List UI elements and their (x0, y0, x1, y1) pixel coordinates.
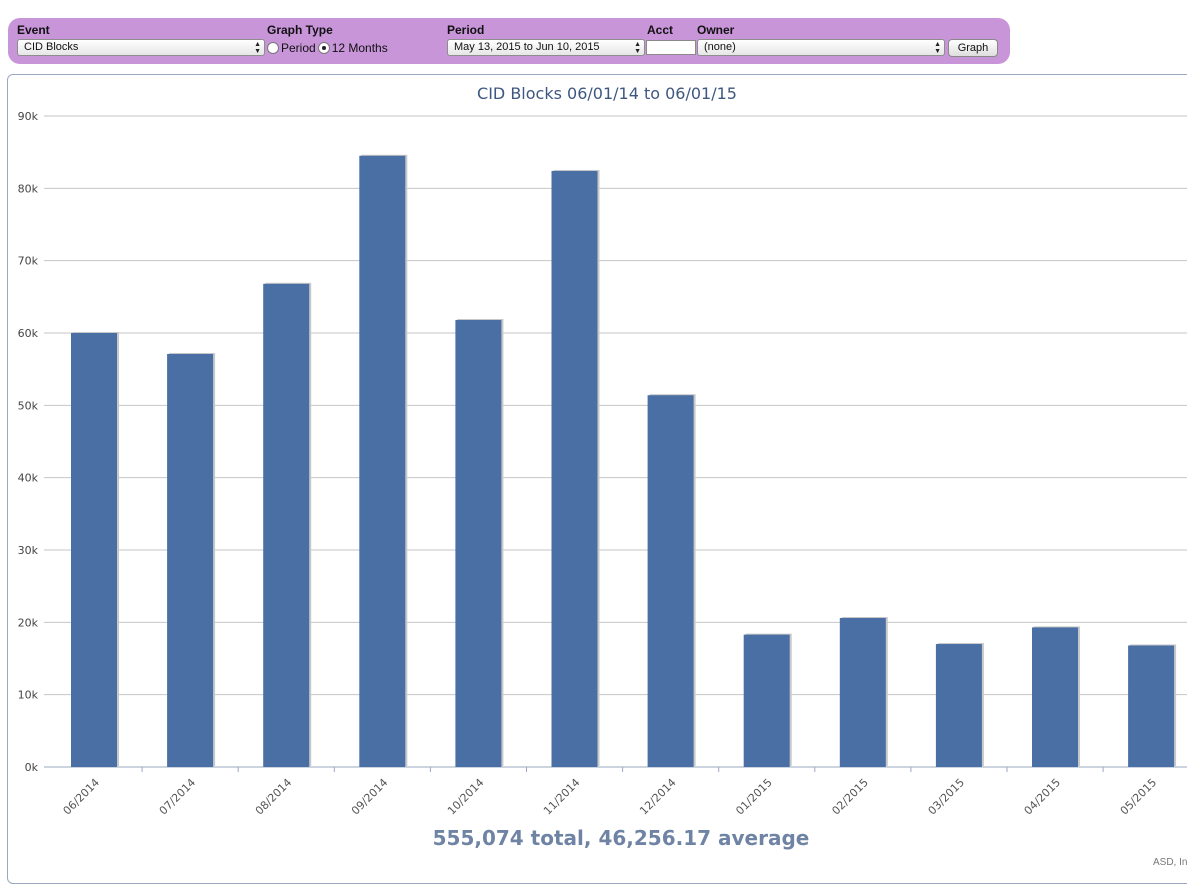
x-tick-label: 10/2014 (445, 776, 487, 818)
y-tick-label: 60k (18, 327, 39, 340)
bar (551, 170, 598, 767)
event-select-value: CID Blocks (24, 41, 79, 53)
bar (935, 644, 982, 767)
bar (647, 395, 694, 767)
y-tick-label: 10k (18, 689, 39, 702)
x-tick-label: 06/2014 (61, 776, 103, 818)
bar (263, 283, 310, 767)
y-tick-label: 80k (18, 182, 39, 195)
period-label: Period (447, 23, 485, 37)
x-tick-label: 07/2014 (157, 776, 199, 818)
x-tick-label: 04/2015 (1022, 776, 1064, 818)
x-tick-label: 09/2014 (349, 776, 391, 818)
bar (1032, 627, 1078, 767)
y-tick-label: 20k (18, 616, 39, 629)
event-select[interactable]: CID Blocks ▲ ▼ (17, 39, 265, 56)
period-select-value: May 13, 2015 to Jun 10, 2015 (454, 41, 600, 53)
bar (839, 617, 886, 767)
select-arrows-icon: ▲ ▼ (254, 40, 261, 55)
owner-select[interactable]: (none) ▲ ▼ (697, 39, 945, 56)
graph-type-label: Graph Type (267, 23, 333, 37)
twelve-months-radio[interactable] (317, 41, 330, 54)
bar (455, 319, 502, 767)
chart-title: CID Blocks 06/01/14 to 06/01/15 (477, 84, 737, 103)
y-tick-label: 0k (25, 761, 39, 774)
select-arrows-icon: ▲ ▼ (634, 40, 641, 55)
controls-bar: Event CID Blocks ▲ ▼ Graph Type Period 12… (8, 18, 1010, 64)
summary-text: 555,074 total, 46,256.17 average (432, 826, 810, 850)
bar (359, 155, 406, 768)
x-tick-label: 01/2015 (733, 776, 775, 818)
y-tick-label: 40k (18, 472, 39, 485)
bar (1128, 645, 1175, 767)
owner-label: Owner (697, 23, 735, 37)
x-tick-label: 11/2014 (541, 776, 583, 818)
graph-button[interactable]: Graph (948, 39, 998, 57)
bar (167, 353, 214, 767)
twelve-months-radio-label: 12 Months (331, 40, 388, 55)
acct-input[interactable] (646, 40, 696, 55)
period-radio[interactable] (267, 41, 279, 54)
bar (71, 333, 117, 767)
graph-type-radio-group: Period 12 Months (267, 39, 390, 56)
select-arrows-icon: ▲ ▼ (934, 40, 941, 55)
period-radio-label: Period (281, 40, 316, 55)
x-tick-label: 02/2015 (829, 776, 871, 818)
y-tick-label: 90k (18, 110, 39, 123)
y-tick-label: 30k (18, 544, 39, 557)
x-tick-label: 12/2014 (637, 776, 679, 818)
x-tick-label: 03/2015 (926, 776, 968, 818)
y-tick-label: 50k (18, 399, 39, 412)
credit-text: ASD, In (1153, 857, 1187, 868)
owner-select-value: (none) (704, 41, 736, 53)
bar (743, 634, 790, 767)
period-select[interactable]: May 13, 2015 to Jun 10, 2015 ▲ ▼ (447, 39, 645, 56)
y-tick-label: 70k (18, 255, 39, 268)
acct-label: Acct (647, 23, 674, 37)
event-label: Event (17, 23, 50, 37)
x-tick-label: 05/2015 (1118, 776, 1160, 818)
x-tick-label: 08/2014 (253, 776, 295, 818)
